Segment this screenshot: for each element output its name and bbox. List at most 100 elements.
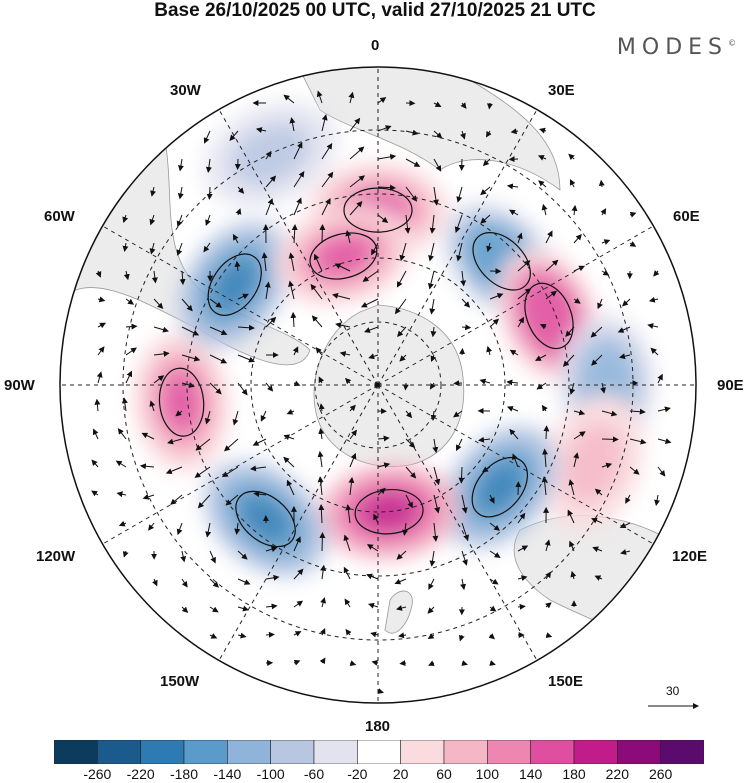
wind-vector bbox=[377, 153, 397, 160]
wind-vector bbox=[368, 353, 379, 360]
wind-vector bbox=[430, 326, 437, 338]
wind-vector bbox=[209, 298, 223, 308]
wind-vector bbox=[252, 438, 267, 446]
wind-vector bbox=[117, 428, 127, 440]
wind-vector bbox=[317, 450, 324, 468]
wind-vector bbox=[460, 578, 466, 591]
wind-vector bbox=[402, 522, 409, 536]
wind-vector bbox=[657, 406, 671, 413]
wind-vector bbox=[545, 259, 559, 272]
wind-vector bbox=[537, 155, 547, 161]
latitude-circle-2 bbox=[250, 257, 506, 513]
wind-vector bbox=[458, 634, 465, 642]
wind-vector bbox=[541, 203, 548, 216]
wind-vector bbox=[290, 311, 297, 328]
label-lon-60e: 60E bbox=[673, 208, 700, 225]
wind-vector bbox=[179, 270, 186, 286]
wind-vector bbox=[311, 315, 323, 328]
wind-vector bbox=[486, 345, 493, 356]
wind-vector bbox=[176, 522, 183, 536]
wind-vector bbox=[405, 494, 413, 509]
wind-vector bbox=[545, 602, 552, 609]
wind-vector bbox=[405, 186, 418, 202]
wind-vector bbox=[176, 214, 183, 228]
wind-vector bbox=[125, 298, 135, 305]
wind-vector bbox=[153, 350, 170, 357]
colorbar-segment bbox=[313, 740, 358, 764]
wind-vector bbox=[454, 214, 463, 233]
label-lon-180: 180 bbox=[365, 718, 391, 735]
wind-vector bbox=[177, 158, 184, 172]
wind-vector bbox=[265, 603, 278, 610]
wind-vector bbox=[461, 660, 468, 666]
wind-vector bbox=[373, 513, 379, 524]
wind-vector bbox=[153, 375, 165, 384]
center-s-pos-contour bbox=[354, 489, 424, 535]
map-disk bbox=[60, 67, 696, 703]
wind-vector bbox=[293, 171, 305, 188]
wind-vector bbox=[232, 410, 239, 426]
wind-vector bbox=[544, 539, 551, 552]
reference-vector-value: 30 bbox=[666, 684, 680, 698]
wind-vector bbox=[253, 491, 267, 498]
wind-vector bbox=[293, 536, 301, 552]
wind-vector bbox=[657, 438, 672, 444]
colorbar-segment bbox=[487, 740, 531, 764]
wind-vector bbox=[402, 382, 409, 391]
wind-vector bbox=[318, 376, 325, 384]
wind-vector bbox=[293, 141, 303, 160]
wind-vector bbox=[349, 429, 357, 440]
wind-vector bbox=[319, 657, 326, 665]
wind-vector bbox=[289, 117, 296, 132]
wind-vector bbox=[320, 597, 326, 608]
wind-vector bbox=[318, 403, 325, 412]
wind-vector bbox=[197, 494, 211, 509]
wind-vector bbox=[332, 292, 351, 300]
wind-vector bbox=[592, 546, 603, 553]
wind-vector bbox=[458, 466, 465, 484]
wind-vector bbox=[461, 494, 468, 514]
wind-vector bbox=[321, 198, 331, 216]
wind-vector bbox=[349, 200, 363, 216]
wind-vector bbox=[321, 114, 328, 132]
wind-vector bbox=[399, 660, 407, 667]
wind-vector bbox=[456, 242, 463, 262]
wind-vector bbox=[348, 476, 355, 496]
logo-text: MODES bbox=[616, 35, 728, 60]
wind-vector bbox=[536, 382, 547, 390]
wind-vector bbox=[485, 130, 492, 138]
wind-vector bbox=[361, 298, 379, 308]
wind-vector bbox=[404, 214, 411, 234]
wind-vector bbox=[397, 326, 407, 337]
wind-vector bbox=[517, 545, 529, 552]
center-se-pos-level bbox=[573, 436, 613, 491]
wind-vector bbox=[629, 466, 640, 475]
wind-vector bbox=[461, 550, 468, 566]
wind-vector bbox=[205, 214, 211, 226]
wind-vector bbox=[318, 427, 325, 440]
label-lon-120e: 120E bbox=[672, 548, 708, 565]
latitude-circle-4 bbox=[122, 129, 634, 641]
colorbar-segment bbox=[140, 740, 185, 764]
wind-vector bbox=[398, 632, 407, 639]
wind-vector bbox=[368, 602, 379, 609]
wind-vector bbox=[489, 522, 500, 531]
wind-vector bbox=[237, 293, 249, 300]
wind-vector bbox=[283, 456, 295, 468]
wind-vector bbox=[265, 382, 274, 392]
wind-vector bbox=[181, 578, 188, 588]
wind-vector bbox=[573, 452, 580, 468]
wind-vector bbox=[339, 351, 351, 357]
meridian-lines bbox=[60, 67, 696, 703]
map-title: Base 26/10/2025 00 UTC, valid 27/10/2025… bbox=[154, 0, 596, 21]
wind-vector bbox=[181, 354, 201, 362]
wind-vector bbox=[366, 544, 379, 552]
wind-vector bbox=[396, 270, 407, 288]
logo-copyright-mark: © bbox=[728, 38, 736, 48]
wind-vector bbox=[237, 578, 251, 585]
wind-vector bbox=[152, 578, 158, 587]
wind-vector bbox=[573, 297, 581, 304]
wind-vector bbox=[205, 158, 212, 173]
wind-vector bbox=[601, 410, 618, 417]
wind-vector bbox=[261, 252, 268, 272]
